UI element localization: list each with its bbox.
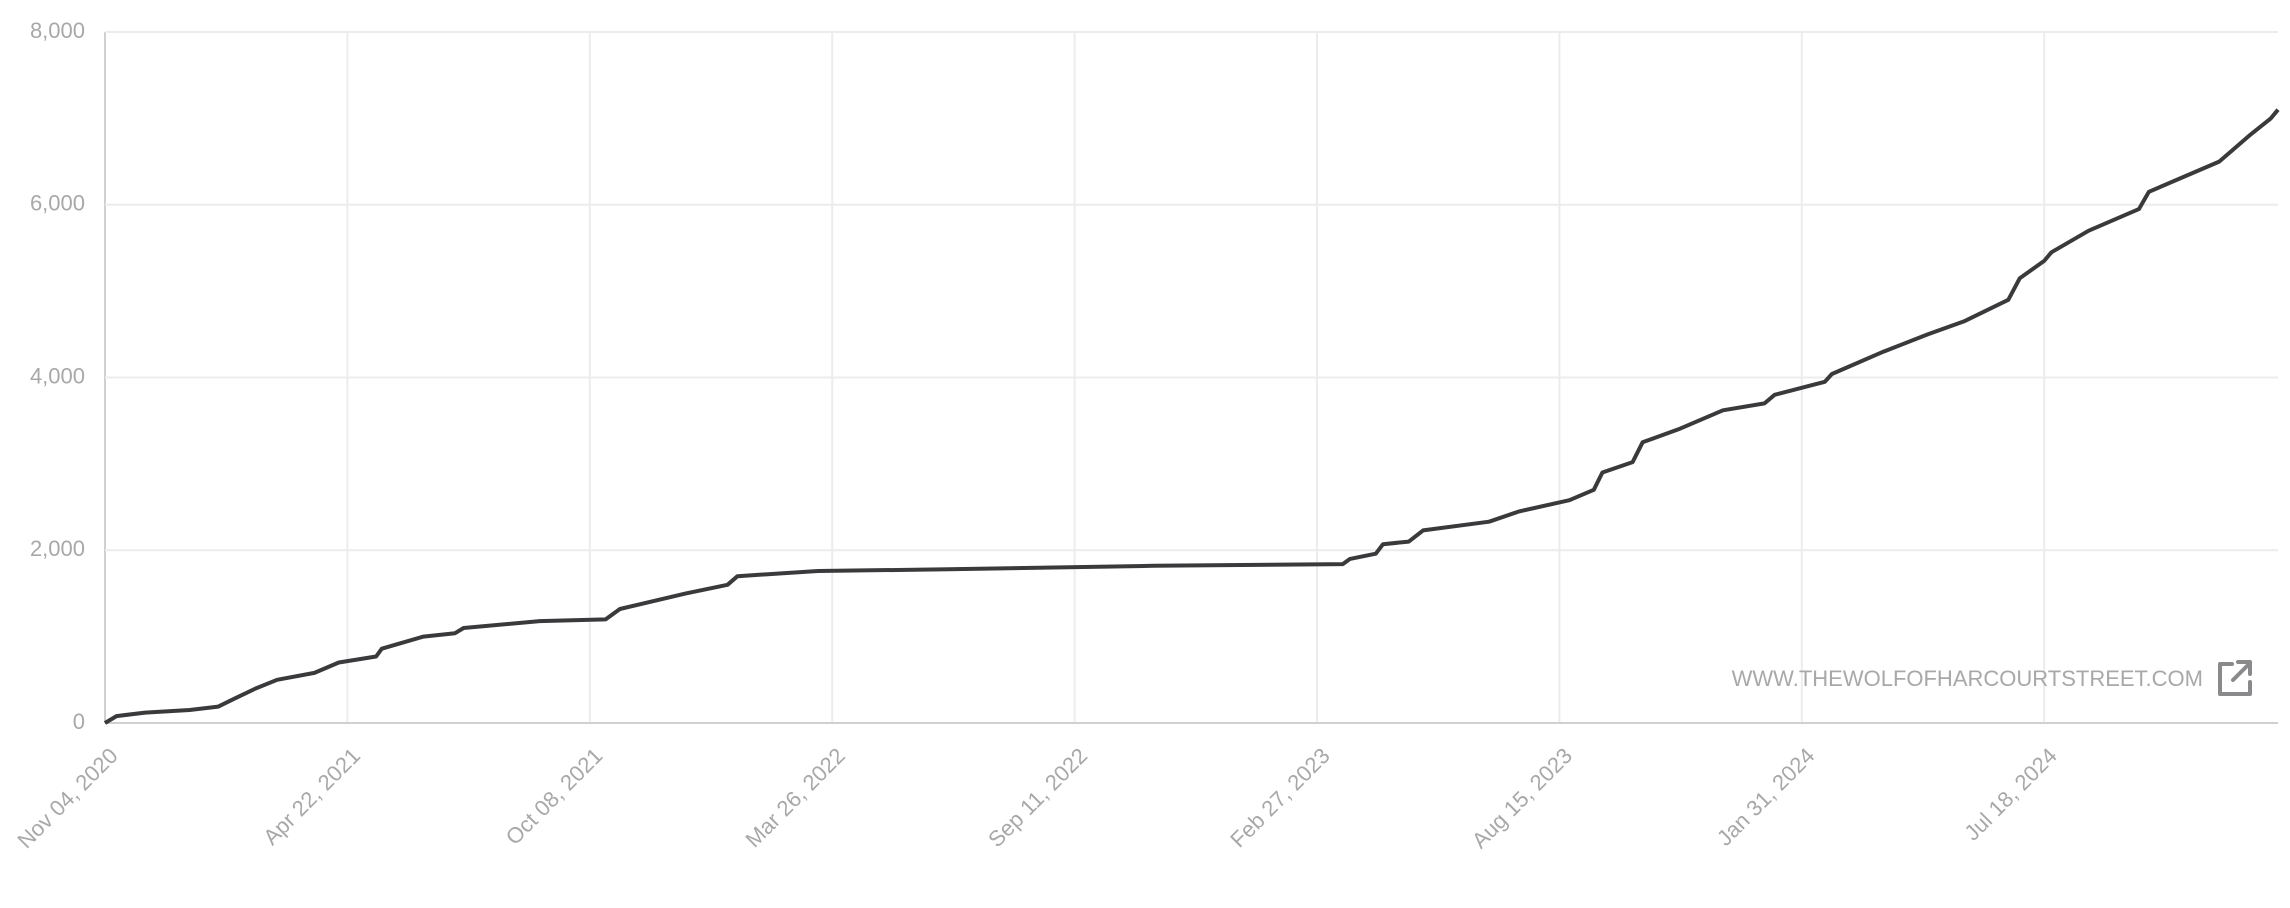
x-tick-label: Mar 26, 2022	[741, 743, 850, 852]
x-tick-label: Nov 04, 2020	[12, 743, 122, 853]
x-tick-label: Sep 11, 2022	[983, 743, 1092, 852]
y-tick-label: 4,000	[30, 363, 85, 388]
watermark: WWW.THEWOLFOFHARCOURTSTREET.COM	[1732, 666, 2203, 691]
x-tick-label: Feb 27, 2023	[1225, 743, 1334, 852]
x-tick-label: Jan 31, 2024	[1712, 743, 1820, 851]
x-tick-label: Oct 08, 2021	[501, 743, 608, 850]
icon-box	[2218, 662, 2252, 696]
external-link-icon[interactable]	[2218, 660, 2252, 696]
y-tick-label: 2,000	[30, 536, 85, 561]
icon-arrow	[2231, 660, 2252, 682]
x-tick-label: Aug 15, 2023	[1467, 743, 1577, 853]
x-tick-label: Apr 22, 2021	[258, 743, 365, 850]
y-tick-label: 8,000	[30, 18, 85, 43]
x-tick-label: Jul 18, 2024	[1959, 743, 2061, 845]
y-tick-label: 6,000	[30, 191, 85, 216]
y-tick-label: 0	[73, 709, 85, 734]
data-line	[103, 108, 2280, 725]
